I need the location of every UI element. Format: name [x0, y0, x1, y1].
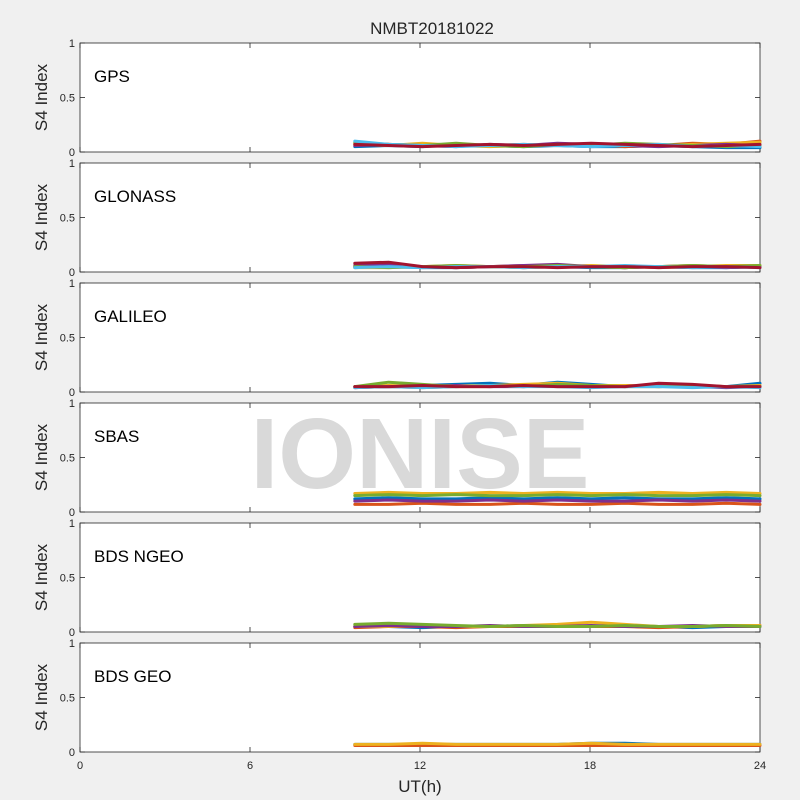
panel-label: SBAS [94, 427, 139, 446]
y-tick-label: 0.5 [60, 213, 75, 225]
y-axis-label: S4 Index [32, 423, 51, 491]
plot-area [79, 642, 761, 753]
y-tick-label: 0 [69, 507, 75, 519]
panel-label: GPS [94, 67, 130, 86]
y-axis-label: S4 Index [32, 183, 51, 251]
series-line [353, 490, 762, 495]
panel-5: 0 6 12 18 24 0 0.5 1 S4 Index BDS GEO [32, 638, 766, 772]
y-axis-label: S4 Index [32, 63, 51, 131]
panel-label: GALILEO [94, 307, 167, 326]
plot-area [79, 282, 761, 393]
series-line [353, 498, 762, 503]
y-tick-label: 1 [69, 38, 75, 50]
series-line [353, 141, 762, 149]
series-line [353, 741, 762, 746]
y-tick-label: 0.5 [60, 333, 75, 345]
x-axis-label: UT(h) [398, 777, 441, 796]
x-tick-label: 6 [247, 760, 253, 772]
y-tick-label: 1 [69, 638, 75, 650]
y-axis-label: S4 Index [32, 303, 51, 371]
panel-label: BDS NGEO [94, 547, 184, 566]
plot-area [79, 42, 761, 153]
y-tick-label: 0.5 [60, 573, 75, 585]
y-tick-label: 0 [69, 627, 75, 639]
x-tick-label: 24 [754, 760, 766, 772]
y-tick-label: 1 [69, 278, 75, 290]
y-axis-label: S4 Index [32, 663, 51, 731]
series-line [353, 496, 762, 501]
series-line [353, 381, 762, 389]
panel-3: 0 0.5 1 S4 Index SBAS [32, 398, 762, 519]
series-line [353, 621, 762, 628]
plot-area [79, 522, 761, 633]
plot-area [79, 162, 761, 273]
y-tick-label: 0 [69, 747, 75, 759]
panels-group: 0 0.5 1 S4 Index GPS 0 0.5 1 S4 Index GLONASS 0 0.5… [32, 38, 766, 772]
x-tick-label: 12 [414, 760, 426, 772]
y-tick-label: 0 [69, 267, 75, 279]
x-tick-label: 0 [77, 760, 83, 772]
series-line [353, 260, 762, 270]
series-line [353, 501, 762, 506]
y-tick-label: 0 [69, 387, 75, 399]
y-tick-label: 0 [69, 147, 75, 159]
series-line [353, 493, 762, 498]
y-axis-label: S4 Index [32, 543, 51, 611]
x-tick-label: 18 [584, 760, 596, 772]
panel-4: 0 0.5 1 S4 Index BDS NGEO [32, 518, 762, 639]
y-tick-label: 1 [69, 158, 75, 170]
y-tick-label: 1 [69, 398, 75, 410]
panel-2: 0 0.5 1 S4 Index GALILEO [32, 278, 762, 399]
panel-1: 0 0.5 1 S4 Index GLONASS [32, 158, 762, 279]
y-tick-label: 0.5 [60, 453, 75, 465]
watermark-text: IONISE [251, 398, 590, 510]
y-tick-label: 0.5 [60, 693, 75, 705]
panel-label: GLONASS [94, 187, 176, 206]
chart-title: NMBT20181022 [370, 19, 494, 38]
panel-0: 0 0.5 1 S4 Index GPS [32, 38, 762, 159]
panel-label: BDS GEO [94, 667, 171, 686]
y-tick-label: 0.5 [60, 93, 75, 105]
y-tick-label: 1 [69, 518, 75, 530]
